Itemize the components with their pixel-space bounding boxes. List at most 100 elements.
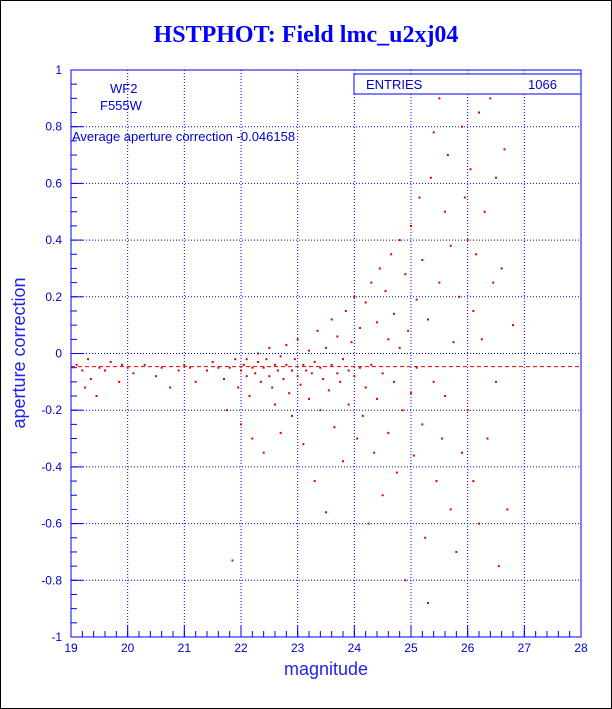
data-point	[268, 346, 271, 349]
y-axis-title: aperture correction	[9, 277, 29, 428]
data-point	[438, 281, 441, 284]
data-point	[285, 363, 288, 366]
data-point	[248, 395, 251, 398]
data-point	[466, 239, 469, 242]
data-point	[359, 326, 361, 329]
data-point	[160, 366, 163, 369]
data-point	[75, 363, 78, 366]
data-point	[446, 154, 449, 157]
data-point	[500, 267, 503, 270]
data-point	[251, 437, 254, 440]
data-point	[305, 369, 308, 372]
data-point	[279, 355, 282, 358]
data-point	[367, 522, 370, 525]
data-point	[506, 508, 509, 511]
data-point	[109, 361, 112, 364]
data-point	[293, 358, 296, 361]
data-point	[427, 601, 429, 604]
data-point	[432, 131, 435, 134]
entries-label: ENTRIES	[366, 77, 423, 92]
data-point	[333, 426, 336, 429]
data-point	[240, 423, 242, 426]
x-tick-label: 20	[121, 641, 135, 655]
data-point	[254, 372, 257, 375]
data-point	[245, 375, 248, 378]
y-tick-label: -0.8	[41, 573, 62, 587]
data-point	[370, 363, 373, 366]
data-point	[364, 386, 367, 389]
data-point	[245, 358, 248, 361]
data-point	[421, 258, 424, 261]
data-point	[347, 403, 350, 406]
data-point	[475, 253, 478, 256]
data-point	[455, 550, 458, 553]
data-point	[376, 321, 378, 324]
data-point	[401, 409, 404, 412]
x-tick-label: 25	[404, 641, 418, 655]
data-point	[353, 295, 356, 298]
data-point	[427, 318, 429, 321]
data-point	[104, 369, 106, 372]
data-point	[466, 409, 469, 412]
data-point	[390, 253, 393, 256]
data-point	[279, 431, 282, 434]
data-point	[155, 375, 157, 378]
data-point	[299, 383, 302, 386]
data-point	[463, 196, 466, 199]
data-point	[206, 369, 208, 372]
y-tick-label: -0.6	[41, 517, 62, 531]
data-point	[98, 366, 101, 369]
data-point	[336, 372, 339, 375]
data-point	[415, 298, 418, 301]
data-point	[319, 366, 322, 369]
data-point	[84, 386, 87, 389]
data-point	[381, 372, 384, 375]
data-point	[282, 378, 285, 381]
y-tick-label: 0	[55, 347, 62, 361]
data-point	[302, 443, 305, 446]
x-tick-label: 19	[64, 641, 78, 655]
data-point	[296, 375, 299, 378]
y-tick-label: -0.4	[41, 460, 62, 474]
data-point	[194, 380, 197, 383]
data-point	[344, 309, 347, 312]
data-point	[319, 409, 322, 412]
data-point	[497, 565, 500, 568]
data-point	[495, 176, 497, 179]
chart-title: HSTPHOT: Field lmc_u2xj04	[153, 22, 459, 48]
data-point	[378, 267, 381, 270]
y-tick-label: 0.8	[45, 120, 62, 134]
data-point	[251, 366, 254, 369]
y-tick-label: 0.4	[45, 233, 62, 247]
data-point	[438, 97, 441, 100]
data-point	[407, 329, 410, 332]
data-point	[444, 210, 446, 213]
data-point	[89, 378, 92, 381]
data-point	[347, 369, 350, 372]
data-point	[342, 460, 344, 463]
data-point	[240, 369, 242, 372]
data-point	[257, 361, 259, 364]
data-point	[316, 329, 319, 332]
y-tick-label: 0.6	[45, 176, 62, 190]
data-point	[412, 454, 415, 457]
data-point	[461, 451, 463, 454]
data-point	[291, 369, 293, 372]
data-point	[257, 352, 259, 355]
data-point	[480, 338, 483, 341]
data-point	[276, 369, 279, 372]
average-annotation: Average aperture correction -0.046158	[72, 129, 295, 144]
data-point	[512, 324, 514, 327]
entries-value: 1066	[528, 77, 557, 92]
data-point	[461, 125, 463, 128]
data-point	[313, 361, 316, 364]
data-point	[231, 559, 234, 562]
data-point	[444, 395, 446, 398]
data-point	[339, 380, 342, 383]
data-point	[410, 392, 412, 395]
data-point	[384, 290, 387, 293]
data-point	[118, 380, 121, 383]
data-point	[262, 366, 265, 369]
data-point	[262, 451, 265, 454]
